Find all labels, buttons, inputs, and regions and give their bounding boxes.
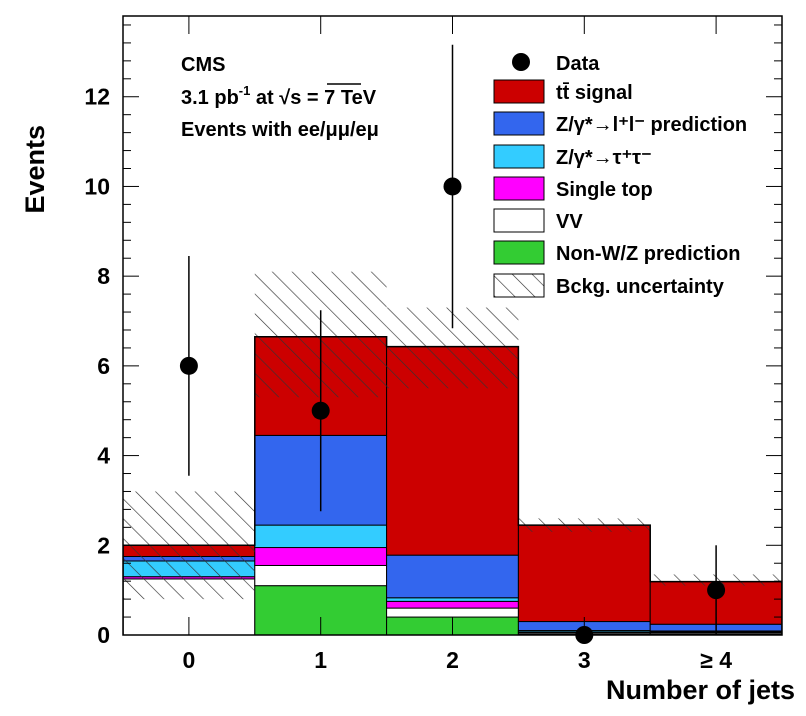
bar-segment-single-top-1: [254, 547, 388, 566]
legend-st-label: Single top: [556, 179, 653, 201]
bar-segment-vv-1: [254, 564, 388, 587]
legend-st-swatch: [493, 176, 545, 201]
y-tick-labels: 0 2 4 6 8 10 12: [84, 84, 110, 648]
axis-ticks: [123, 16, 782, 636]
legend-zll-swatch: [493, 111, 545, 136]
bar-segment-z-l-l-prediction-2: [386, 554, 519, 599]
stack-total-outline: [123, 335, 782, 635]
y-tick-label: 2: [97, 532, 110, 558]
legend-vv-swatch: [493, 208, 545, 233]
luminosity-label: 3.1 pb-1 at √s = 7 TeV: [181, 83, 377, 109]
x-tick-label: ≥ 4: [700, 647, 732, 673]
legend-vv-label: VV: [556, 211, 583, 233]
channel-label: Events with ee/μμ/eμ: [181, 119, 379, 141]
legend-data-label: Data: [556, 53, 600, 75]
y-axis-title: Events: [20, 125, 50, 214]
legend-ztt-label: Z/γ*→τ⁺τ⁻: [556, 147, 652, 169]
data-point-1: [311, 401, 330, 420]
sqrt-symbol: √: [279, 87, 291, 109]
y-tick-label: 6: [97, 353, 110, 379]
y-tick-label: 12: [84, 84, 110, 110]
energy-value: s = 7 TeV: [290, 87, 376, 109]
bar-segment-z-1: [254, 524, 388, 549]
x-tick-labels: 0 1 2 3 ≥ 4: [183, 647, 733, 673]
y-tick-label: 4: [97, 443, 110, 469]
bar-segment-z-2: [386, 597, 519, 602]
luminosity-value: 3.1 pb: [181, 87, 239, 109]
x-tick-label: 0: [183, 647, 196, 673]
x-axis-title: Number of jets: [606, 675, 795, 705]
y-tick-label: 10: [84, 173, 110, 199]
data-point-0: [179, 356, 198, 375]
legend: Data tt̄ signal Z/γ*→l⁺l⁻ prediction Z/γ…: [493, 53, 747, 298]
legend-unc-label: Bckg. uncertainty: [556, 276, 725, 298]
bar-segment-single-top-2: [386, 600, 519, 609]
cms-annotation: CMS 3.1 pb-1 at √s = 7 TeV Events with e…: [181, 54, 379, 141]
x-tick-label: 3: [578, 647, 591, 673]
legend-zll-label: Z/γ*→l⁺l⁻ prediction: [556, 114, 747, 136]
x-tick-label: 1: [314, 647, 327, 673]
luminosity-unit-exponent: -1: [239, 83, 251, 98]
bar-segment-tt-signal-3: [517, 524, 651, 623]
data-points: [179, 44, 726, 644]
legend-nonwz-label: Non-W/Z prediction: [556, 243, 740, 265]
luminosity-separator: at: [250, 87, 279, 109]
experiment-label: CMS: [181, 54, 225, 76]
y-tick-label: 8: [97, 263, 110, 289]
legend-tt-label: tt̄ signal: [556, 82, 633, 104]
legend-data-marker: [512, 53, 530, 71]
y-tick-label: 0: [97, 622, 110, 648]
legend-tt-swatch: [493, 79, 545, 104]
legend-nonwz-swatch: [493, 240, 545, 265]
legend-unc-swatch: [493, 273, 545, 298]
x-tick-label: 2: [446, 647, 459, 673]
bar-segment-vv-2: [386, 607, 519, 618]
legend-ztt-swatch: [493, 144, 545, 169]
data-point-4: [707, 581, 726, 600]
data-point-2: [443, 177, 462, 196]
stack-outline: [123, 335, 782, 635]
